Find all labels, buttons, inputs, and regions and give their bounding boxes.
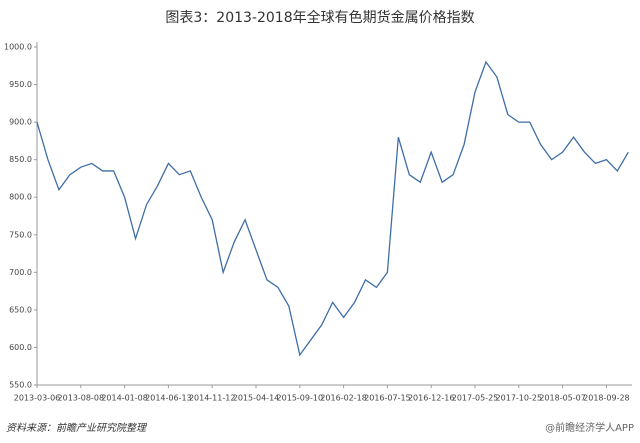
- x-tick-label: 2014-01-08: [101, 394, 148, 403]
- x-tick-label: 2015-09-10: [277, 394, 324, 403]
- y-tick-label: 750.0: [9, 230, 32, 239]
- x-tick-label: 2016-02-18: [320, 394, 367, 403]
- chart-title: 图表3：2013-2018年全球有色期货金属价格指数: [165, 9, 474, 26]
- data-line: [36, 60, 629, 357]
- x-tick-label: 2017-05-25: [452, 394, 499, 403]
- y-tick-label: 550.0: [9, 381, 32, 390]
- y-tick-label: 650.0: [9, 305, 32, 314]
- y-tick-label: 600.0: [9, 343, 32, 352]
- x-tick-label: 2014-11-12: [189, 394, 236, 403]
- x-tick-label: 2015-04-14: [233, 394, 280, 403]
- y-tick-label: 850.0: [9, 155, 32, 164]
- y-tick-label: 900.0: [9, 118, 32, 127]
- y-tick-label: 700.0: [9, 268, 32, 277]
- x-tick-label: 2016-07-15: [364, 394, 411, 403]
- x-tick-label: 2013-03-06: [14, 394, 61, 403]
- x-tick-label: 2017-10-25: [496, 394, 543, 403]
- x-tick-label: 2018-09-28: [583, 394, 630, 403]
- x-tick-label: 2018-05-07: [539, 394, 586, 403]
- x-tick-label: 2013-08-08: [58, 394, 105, 403]
- y-tick-label: 800.0: [9, 193, 32, 202]
- y-tick-label: 950.0: [9, 80, 32, 89]
- watermark: @前瞻经济学人APP: [545, 421, 634, 434]
- y-tick-label: 1000.0: [4, 43, 32, 52]
- x-tick-label: 2014-06-13: [145, 394, 192, 403]
- source-note: 资料来源：前瞻产业研究院整理: [6, 422, 148, 434]
- x-tick-label: 2016-12-16: [408, 394, 455, 403]
